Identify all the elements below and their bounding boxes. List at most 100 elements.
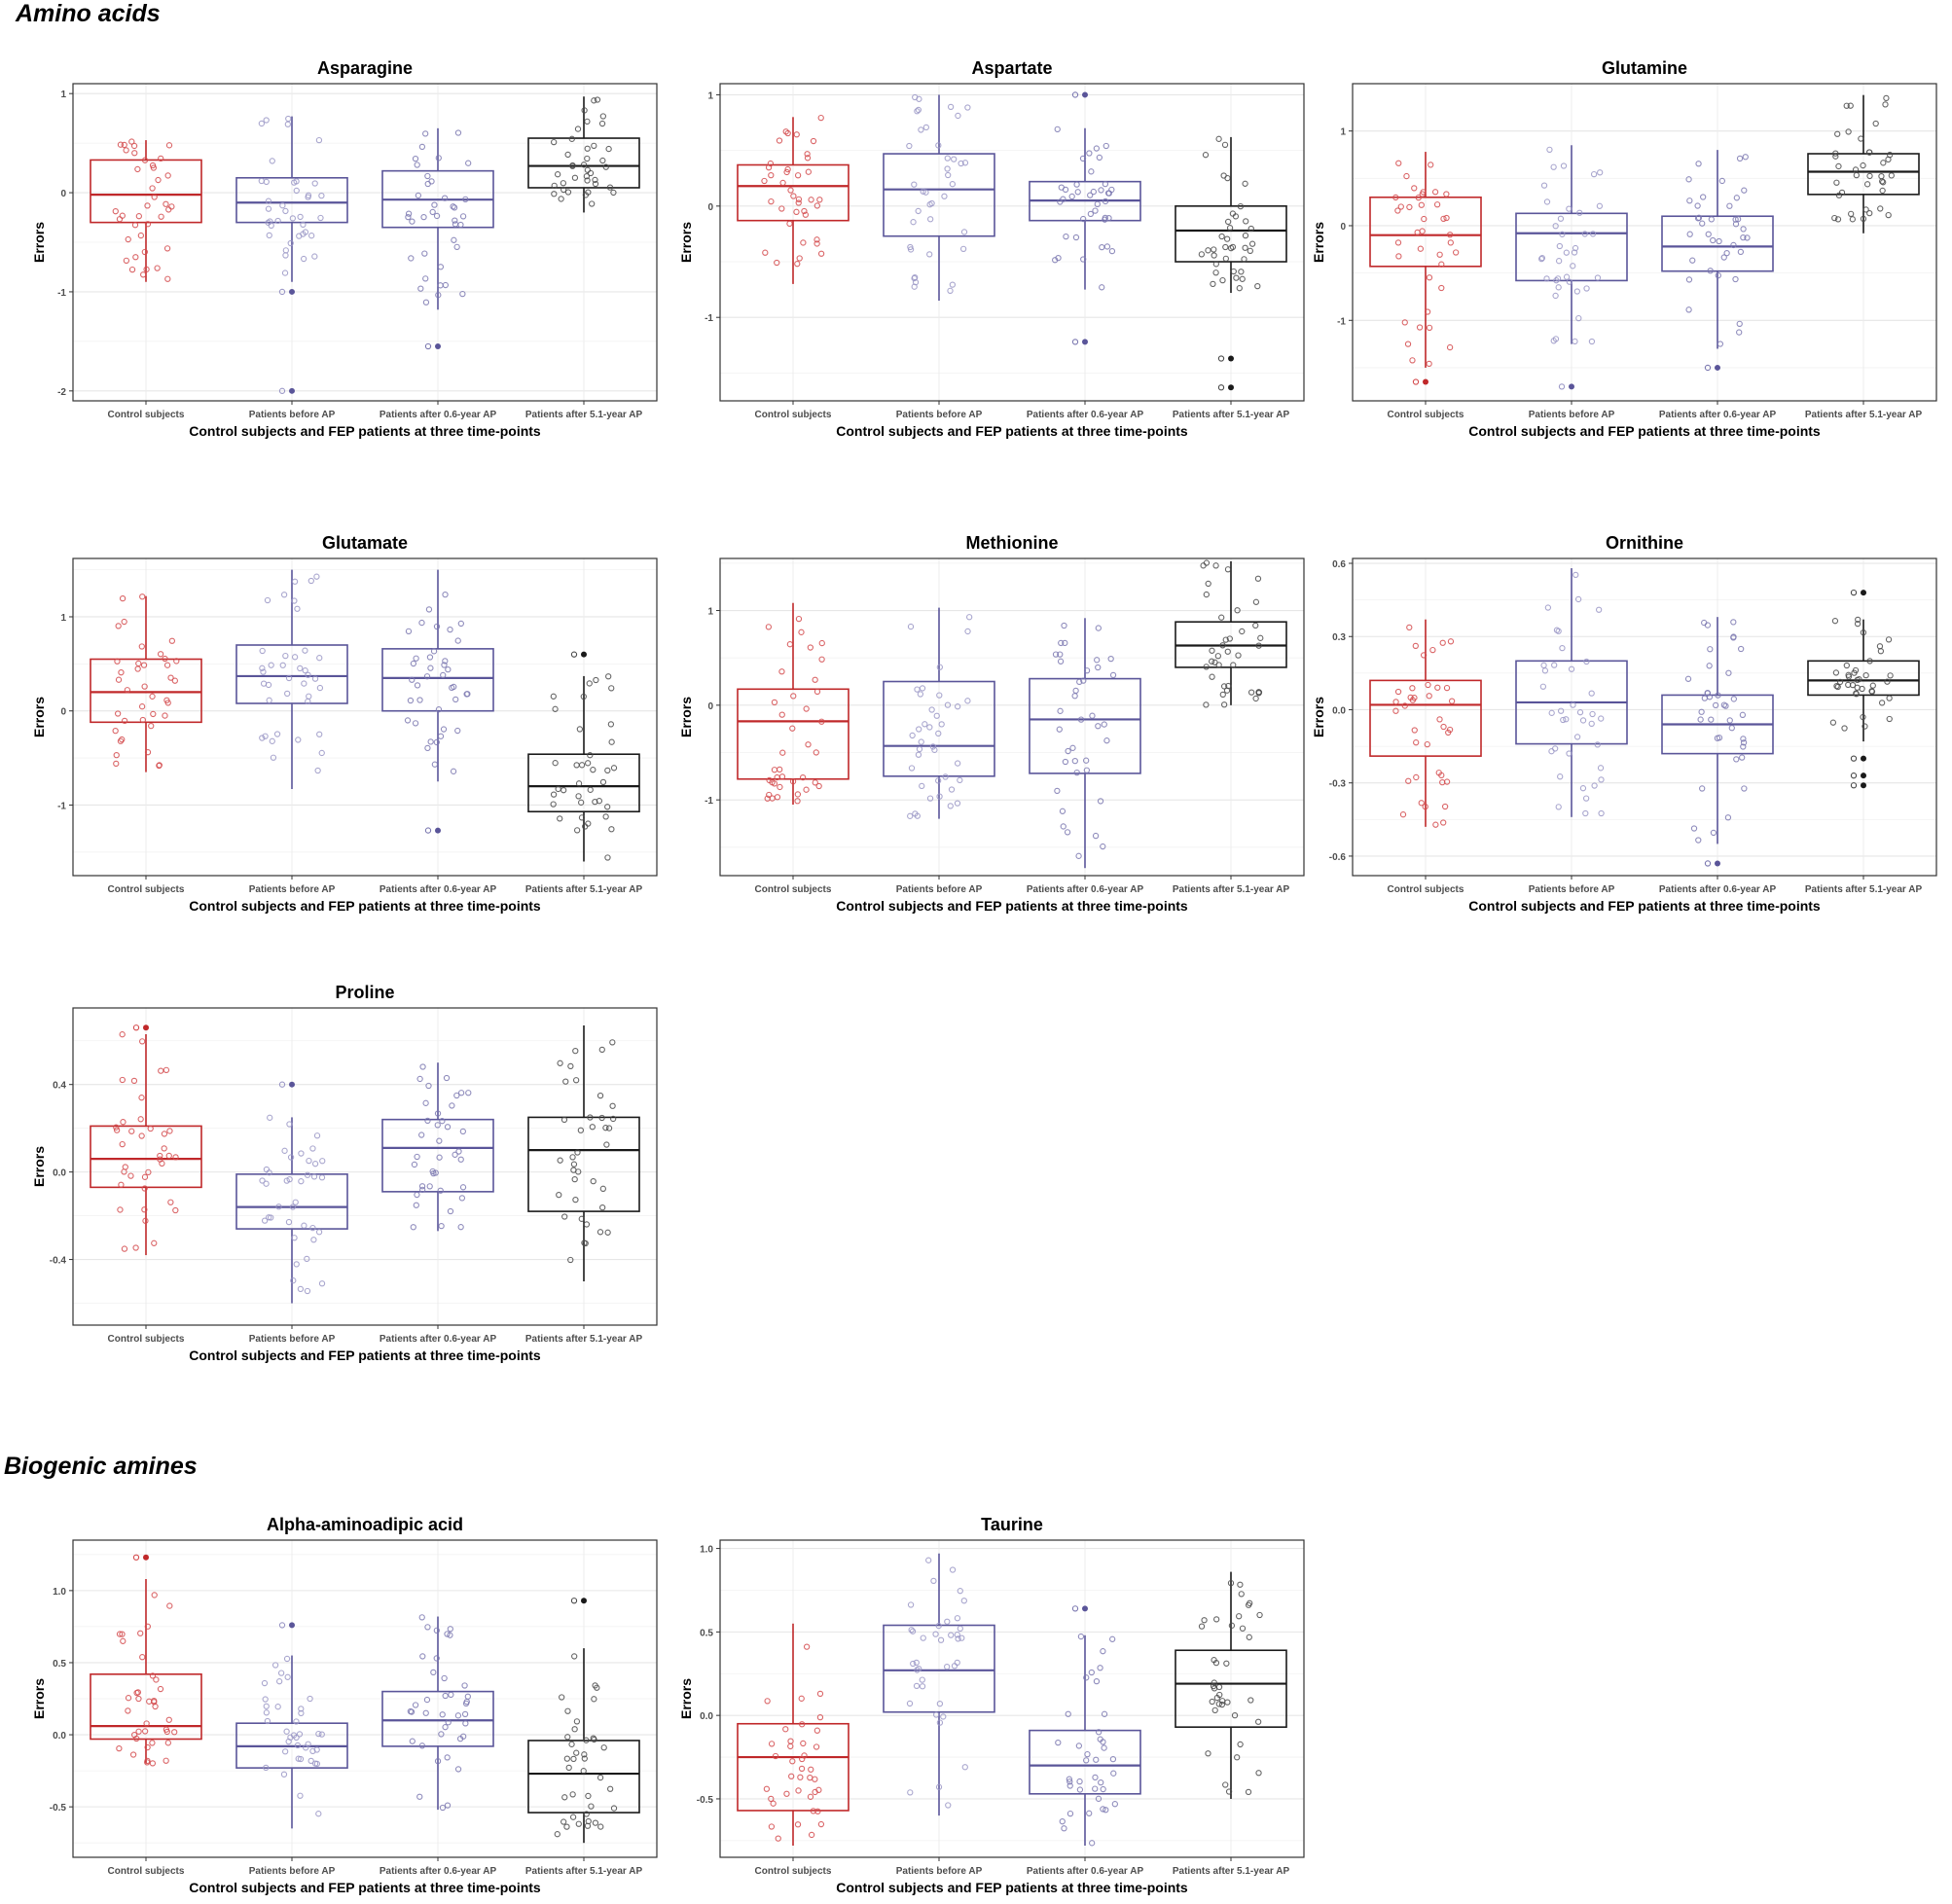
data-point xyxy=(282,247,289,254)
data-point xyxy=(268,1214,274,1221)
data-point xyxy=(416,1793,423,1800)
data-point xyxy=(1252,622,1259,629)
data-point xyxy=(1080,215,1087,223)
data-point xyxy=(604,804,611,810)
data-point xyxy=(1061,622,1067,629)
data-point xyxy=(1059,808,1066,814)
y-tick-label: 0.6 xyxy=(1332,559,1346,570)
data-point xyxy=(125,1707,131,1714)
data-point xyxy=(457,1156,464,1163)
data-point xyxy=(1409,685,1416,692)
x-category-label: Patients after 0.6-year AP xyxy=(1659,410,1777,420)
data-point xyxy=(796,255,803,262)
data-point xyxy=(1414,229,1421,236)
data-point xyxy=(150,710,157,718)
data-point xyxy=(144,221,152,228)
data-point xyxy=(1063,233,1069,240)
data-point xyxy=(1095,723,1102,730)
data-point xyxy=(1441,803,1449,810)
data-point xyxy=(1834,216,1842,223)
data-point xyxy=(800,239,807,246)
data-point xyxy=(173,658,180,665)
data-point xyxy=(958,1635,965,1641)
data-point xyxy=(907,812,914,819)
data-point xyxy=(305,671,311,678)
box-2 xyxy=(883,1553,995,1816)
data-point xyxy=(604,767,611,774)
data-point xyxy=(435,706,443,713)
data-point xyxy=(119,1631,126,1637)
data-point xyxy=(1843,662,1850,669)
data-point xyxy=(454,1712,462,1719)
data-point xyxy=(1597,169,1604,176)
data-point xyxy=(164,1740,171,1746)
data-point xyxy=(935,142,942,149)
outlier-point xyxy=(435,342,441,349)
data-point xyxy=(1247,247,1253,254)
box-iqr xyxy=(1369,679,1482,757)
y-tick-label: 1 xyxy=(1340,127,1346,138)
data-point xyxy=(1862,206,1869,213)
data-point xyxy=(555,785,561,793)
data-point xyxy=(1700,194,1707,200)
data-point xyxy=(1406,203,1413,211)
data-point xyxy=(151,1239,158,1246)
data-point xyxy=(1685,176,1692,183)
data-point xyxy=(1888,172,1895,179)
x-category-label: Patients after 5.1-year AP xyxy=(1805,410,1923,420)
data-point xyxy=(605,1125,613,1132)
data-point xyxy=(159,1160,165,1168)
y-axis-label: Errors xyxy=(1311,222,1326,263)
y-tick-label: 0 xyxy=(60,707,66,718)
data-point xyxy=(587,752,594,759)
data-point xyxy=(778,773,786,780)
data-point xyxy=(113,1127,121,1133)
data-point xyxy=(610,189,617,197)
data-point xyxy=(1071,339,1079,345)
data-point xyxy=(1229,210,1237,217)
data-point xyxy=(291,654,299,661)
data-point xyxy=(134,165,141,173)
outlier-point xyxy=(1228,355,1234,362)
data-point xyxy=(157,1685,164,1693)
data-point xyxy=(118,1181,125,1188)
data-point xyxy=(1247,225,1254,233)
data-point xyxy=(307,1757,314,1765)
data-point xyxy=(144,1743,151,1751)
chart-taurine: -0.5 0.0 0.5 1.0 Control subjects Patients be… xyxy=(647,1505,1309,1904)
data-point xyxy=(794,172,802,179)
data-point xyxy=(1083,767,1091,773)
data-point xyxy=(1552,292,1559,300)
data-point xyxy=(797,1774,804,1780)
data-point xyxy=(463,691,470,698)
data-point xyxy=(600,1744,607,1751)
data-point xyxy=(1254,575,1262,582)
data-point xyxy=(1834,130,1841,137)
data-point xyxy=(1209,673,1215,680)
data-point xyxy=(1211,252,1217,259)
box-iqr xyxy=(90,1673,202,1741)
data-point xyxy=(1741,187,1748,194)
data-point xyxy=(563,1755,570,1762)
x-category-label: Patients after 0.6-year AP xyxy=(380,884,497,895)
data-point xyxy=(947,103,955,111)
x-category-label: Control subjects xyxy=(108,1334,185,1345)
data-point xyxy=(298,1709,305,1716)
data-point xyxy=(563,1823,570,1830)
data-point xyxy=(1425,681,1431,689)
data-point xyxy=(909,732,916,739)
data-point xyxy=(1395,253,1402,260)
data-point xyxy=(1237,202,1245,210)
data-point xyxy=(575,780,583,787)
data-point xyxy=(162,655,168,663)
data-point xyxy=(813,236,820,243)
data-point xyxy=(1697,716,1704,723)
data-point xyxy=(318,1174,326,1181)
data-point xyxy=(443,1074,451,1082)
data-point xyxy=(1424,740,1430,748)
data-point xyxy=(817,250,825,257)
data-point xyxy=(783,168,790,176)
data-point xyxy=(1566,278,1573,285)
data-point xyxy=(172,1206,179,1214)
data-point xyxy=(1835,162,1842,170)
